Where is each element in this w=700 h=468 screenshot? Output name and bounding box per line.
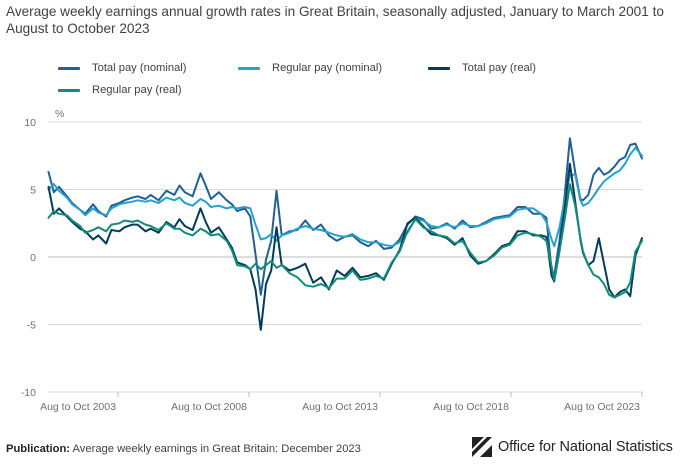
y-tick-label: -10 [21,387,36,399]
grid-layer [48,121,642,393]
publication-note: Publication: Average weekly earnings in … [6,443,361,455]
publication-label: Publication: [6,443,71,455]
x-tick-label: Aug to Oct 2008 [171,401,247,413]
chart-legend: Total pay (nominal) Regular pay (nominal… [58,62,658,102]
y-axis-ticks: 10 5 0 -5 -10 [21,117,36,399]
legend-label: Regular pay (nominal) [272,62,383,74]
legend-item-total-pay-real[interactable]: Total pay (real) [428,62,536,74]
ons-logo-icon [472,437,492,457]
ons-logo: Office for National Statistics [472,437,673,457]
series-line-total-pay-real[interactable] [47,162,643,331]
legend-swatch-regular-pay-nominal [238,66,260,70]
legend-swatch-total-pay-real [428,66,450,70]
legend-item-total-pay-nominal[interactable]: Total pay (nominal) [58,62,187,74]
y-tick-label: 5 [30,185,36,197]
y-tick-label: 10 [24,117,36,129]
legend-label: Total pay (nominal) [92,62,187,74]
series-layer [47,137,643,331]
x-axis-ticks: Aug to Oct 2003 Aug to Oct 2008 Aug to Oct… [40,392,643,413]
y-tick-label: -5 [27,320,36,332]
legend-swatch-total-pay-nominal [58,66,80,70]
legend-item-regular-pay-nominal[interactable]: Regular pay (nominal) [238,62,382,74]
y-axis-unit-label: % [55,108,64,120]
chart-title: Average weekly earnings annual growth ra… [6,4,664,36]
ons-logo-text: Office for National Statistics [498,439,673,455]
legend-item-regular-pay-real[interactable]: Regular pay (real) [58,84,182,96]
series-line-regular-pay-real[interactable] [47,183,643,299]
y-tick-label: 0 [30,252,36,264]
legend-label: Regular pay (real) [92,84,182,96]
x-tick-label: Aug to Oct 2013 [302,401,378,413]
x-tick-label: Aug to Oct 2023 [564,401,640,413]
publication-text: Average weekly earnings in Great Britain… [72,443,361,455]
legend-label: Total pay (real) [462,62,536,74]
x-tick-label: Aug to Oct 2018 [433,401,509,413]
x-tick-label: Aug to Oct 2003 [40,401,116,413]
legend-swatch-regular-pay-real [58,88,80,92]
series-line-regular-pay-nominal[interactable] [47,146,643,248]
